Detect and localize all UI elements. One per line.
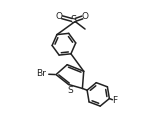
Text: O: O xyxy=(81,12,89,21)
Text: S: S xyxy=(71,15,77,25)
Text: F: F xyxy=(112,96,117,105)
Text: Br: Br xyxy=(36,69,46,78)
Text: O: O xyxy=(56,12,63,21)
Text: S: S xyxy=(67,86,73,95)
